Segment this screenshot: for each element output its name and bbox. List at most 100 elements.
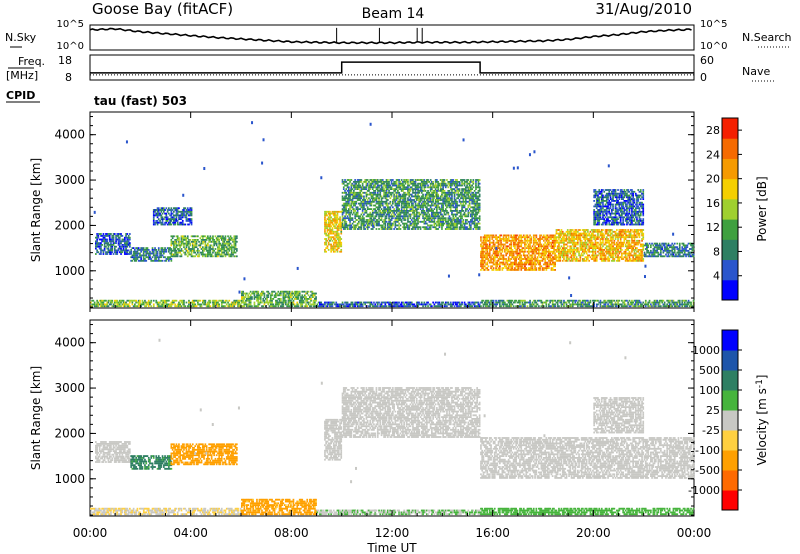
- power-cell: [553, 299, 555, 302]
- power-cell: [376, 186, 379, 189]
- power-cell: [454, 303, 457, 306]
- power-cell: [163, 299, 165, 302]
- power-cell: [397, 195, 399, 198]
- power-cell: [458, 204, 461, 207]
- power-cell: [678, 303, 681, 306]
- power-cell: [408, 301, 411, 304]
- power-cell: [292, 303, 295, 306]
- power-cell: [160, 256, 163, 259]
- power-cell: [106, 251, 109, 254]
- power-cell: [257, 299, 260, 302]
- power-cell: [263, 303, 266, 306]
- power-cell: [461, 193, 463, 196]
- power-cell: [142, 252, 145, 255]
- power-cell: [332, 210, 335, 213]
- power-cell: [353, 186, 355, 189]
- power-cell: [281, 301, 283, 304]
- power-cell: [388, 184, 390, 187]
- power-cell: [264, 298, 267, 300]
- power-cell: [530, 305, 533, 308]
- power-cell: [329, 305, 331, 308]
- power-cell: [361, 219, 364, 221]
- power-cell: [409, 215, 412, 218]
- power-cell: [383, 220, 385, 223]
- power-cell: [375, 224, 378, 227]
- power-cell: [473, 200, 476, 203]
- power-cell: [402, 199, 404, 201]
- power-cell: [340, 241, 343, 244]
- power-cell: [680, 303, 682, 306]
- power-cell: [222, 237, 224, 239]
- power-cell: [381, 228, 384, 230]
- power-cell: [451, 202, 453, 205]
- power-cell: [353, 184, 355, 187]
- power-cell: [170, 209, 173, 211]
- power-cell: [439, 224, 442, 227]
- power-cell: [263, 296, 266, 298]
- power-cell: [118, 299, 121, 302]
- power-cell: [405, 210, 408, 212]
- power-cell: [395, 186, 398, 189]
- power-cell: [339, 239, 341, 242]
- power-cell: [356, 184, 359, 187]
- power-cell: [443, 182, 446, 185]
- power-cell: [125, 240, 127, 243]
- power-cell: [155, 252, 158, 255]
- power-cell: [145, 254, 148, 257]
- power-cell: [408, 213, 411, 216]
- power-cell: [579, 303, 582, 306]
- power-cell: [458, 190, 461, 192]
- power-cell: [122, 240, 125, 243]
- power-cell: [465, 199, 467, 201]
- power-cell: [420, 182, 423, 185]
- power-cell: [329, 239, 331, 242]
- power-cell: [388, 224, 390, 227]
- power-cell: [403, 184, 405, 187]
- power-cell: [387, 182, 389, 185]
- power-cell: [431, 217, 433, 220]
- power-cell: [243, 292, 246, 295]
- power-cell: [452, 303, 455, 306]
- power-cell: [384, 186, 387, 189]
- power-cell: [370, 179, 373, 181]
- power-cell: [355, 202, 358, 205]
- power-cell: [176, 255, 179, 258]
- power-cell: [354, 182, 356, 185]
- power-cell: [171, 212, 174, 215]
- power-cell: [166, 247, 169, 249]
- power-cell: [356, 191, 359, 194]
- power-cell: [180, 248, 183, 250]
- power-cell: [350, 202, 353, 205]
- power-cell: [379, 200, 382, 203]
- power-cell: [443, 222, 446, 225]
- power-cell: [358, 179, 360, 181]
- power-cell: [475, 213, 477, 216]
- power-cell: [394, 217, 397, 220]
- power-cell: [423, 200, 426, 203]
- power-cell: [551, 301, 554, 304]
- power-cell: [405, 211, 408, 214]
- power-cell: [118, 244, 121, 246]
- power-cell: [282, 290, 285, 293]
- power-cell: [603, 301, 606, 304]
- power-region-2: [316, 301, 481, 308]
- power-cell: [402, 195, 404, 198]
- power-cell: [390, 213, 393, 216]
- power-cell: [451, 181, 453, 183]
- power-cell: [244, 301, 247, 304]
- power-cell: [369, 211, 372, 214]
- power-cell: [176, 239, 179, 241]
- power-cell: [465, 186, 467, 189]
- power-cell: [379, 210, 382, 212]
- power-cell: [647, 301, 650, 304]
- power-cell: [348, 182, 350, 185]
- power-cell: [331, 239, 334, 242]
- power-cell: [344, 181, 346, 183]
- power-cell: [282, 305, 285, 308]
- power-cell: [205, 249, 208, 252]
- power-cell: [217, 255, 219, 258]
- power-cell: [394, 181, 397, 183]
- power-cell: [281, 303, 283, 306]
- power-cell: [340, 250, 343, 253]
- power-cell: [233, 251, 236, 254]
